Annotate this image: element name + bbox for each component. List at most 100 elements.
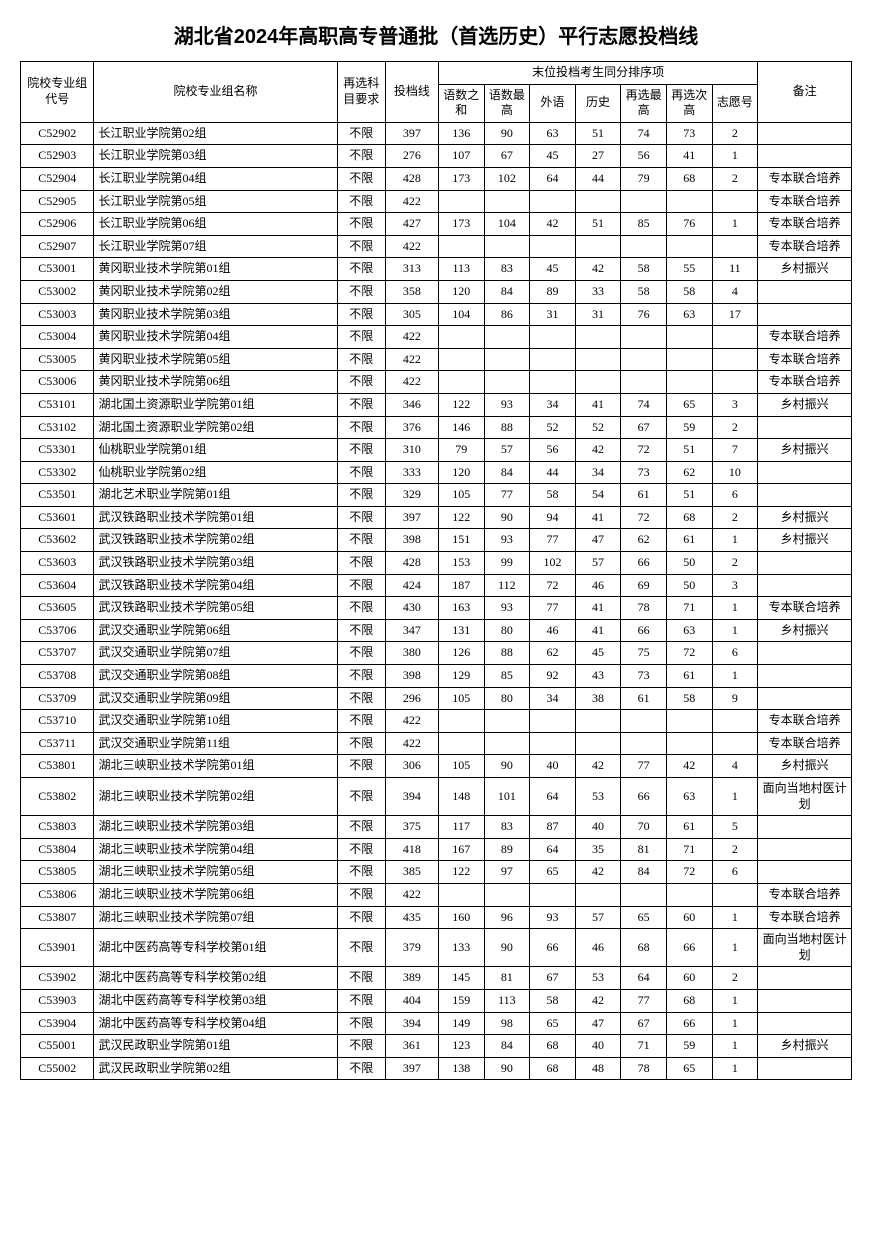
- cell-code: C53003: [21, 303, 94, 326]
- cell-c5: 67: [621, 1012, 667, 1035]
- cell-c2: 90: [484, 122, 530, 145]
- cell-c4: [575, 235, 621, 258]
- cell-score: 430: [385, 597, 438, 620]
- cell-req: 不限: [337, 258, 385, 281]
- cell-score: 379: [385, 929, 438, 967]
- cell-name: 武汉铁路职业技术学院第01组: [94, 506, 337, 529]
- cell-note: [758, 861, 852, 884]
- cell-c6: 60: [666, 967, 712, 990]
- cell-c3: 68: [530, 1035, 576, 1058]
- cell-c6: [666, 883, 712, 906]
- cell-code: C53706: [21, 619, 94, 642]
- cell-note: [758, 303, 852, 326]
- cell-c3: 40: [530, 755, 576, 778]
- cell-c1: 104: [438, 303, 484, 326]
- cell-c3: 34: [530, 687, 576, 710]
- cell-c5: 77: [621, 755, 667, 778]
- cell-c6: 51: [666, 484, 712, 507]
- cell-c4: 41: [575, 393, 621, 416]
- cell-c3: 31: [530, 303, 576, 326]
- cell-name: 仙桃职业学院第01组: [94, 439, 337, 462]
- cell-c7: 7: [712, 439, 758, 462]
- cell-c5: 61: [621, 484, 667, 507]
- cell-req: 不限: [337, 883, 385, 906]
- cell-req: 不限: [337, 461, 385, 484]
- cell-code: C53301: [21, 439, 94, 462]
- table-row: C53005黄冈职业技术学院第05组不限422专本联合培养: [21, 348, 852, 371]
- cell-note: 专本联合培养: [758, 906, 852, 929]
- table-row: C52905长江职业学院第05组不限422专本联合培养: [21, 190, 852, 213]
- cell-name: 湖北三峡职业技术学院第02组: [94, 778, 337, 816]
- cell-c5: 58: [621, 258, 667, 281]
- cell-code: C52905: [21, 190, 94, 213]
- cell-name: 湖北三峡职业技术学院第06组: [94, 883, 337, 906]
- table-row: C52906长江职业学院第06组不限427173104425185761专本联合…: [21, 213, 852, 236]
- cell-c6: 58: [666, 687, 712, 710]
- cell-c5: 69: [621, 574, 667, 597]
- cell-c4: 38: [575, 687, 621, 710]
- cell-name: 湖北中医药高等专科学校第01组: [94, 929, 337, 967]
- cell-c3: 94: [530, 506, 576, 529]
- cell-c7: 1: [712, 989, 758, 1012]
- cell-c6: 72: [666, 861, 712, 884]
- cell-c4: 53: [575, 778, 621, 816]
- cell-note: 专本联合培养: [758, 167, 852, 190]
- cell-c6: 66: [666, 1012, 712, 1035]
- cell-c4: 31: [575, 303, 621, 326]
- cell-note: 乡村振兴: [758, 506, 852, 529]
- cell-c1: 105: [438, 687, 484, 710]
- cell-c7: 2: [712, 416, 758, 439]
- cell-c4: 51: [575, 122, 621, 145]
- cell-code: C53604: [21, 574, 94, 597]
- cell-score: 306: [385, 755, 438, 778]
- cell-c2: 112: [484, 574, 530, 597]
- cell-score: 380: [385, 642, 438, 665]
- cell-c6: 68: [666, 167, 712, 190]
- cell-c6: 42: [666, 755, 712, 778]
- cell-c4: 42: [575, 439, 621, 462]
- cell-score: 428: [385, 552, 438, 575]
- cell-c5: 85: [621, 213, 667, 236]
- cell-code: C53001: [21, 258, 94, 281]
- cell-note: [758, 642, 852, 665]
- cell-score: 296: [385, 687, 438, 710]
- cell-c2: [484, 190, 530, 213]
- cell-code: C52902: [21, 122, 94, 145]
- cell-c2: 90: [484, 755, 530, 778]
- cell-c7: [712, 235, 758, 258]
- table-row: C53804湖北三峡职业技术学院第04组不限41816789643581712: [21, 838, 852, 861]
- table-row: C53002黄冈职业技术学院第02组不限35812084893358584: [21, 280, 852, 303]
- table-row: C53709武汉交通职业学院第09组不限29610580343861589: [21, 687, 852, 710]
- cell-note: [758, 552, 852, 575]
- page-title: 湖北省2024年高职高专普通批（首选历史）平行志愿投档线: [20, 20, 852, 49]
- table-row: C53001黄冈职业技术学院第01组不限313113834542585511乡村…: [21, 258, 852, 281]
- cell-c6: [666, 732, 712, 755]
- cell-c6: [666, 326, 712, 349]
- cell-name: 湖北三峡职业技术学院第03组: [94, 816, 337, 839]
- cell-code: C53101: [21, 393, 94, 416]
- cell-c6: 71: [666, 597, 712, 620]
- table-row: C53501湖北艺术职业学院第01组不限32910577585461516: [21, 484, 852, 507]
- cell-c4: 47: [575, 529, 621, 552]
- cell-note: 专本联合培养: [758, 732, 852, 755]
- cell-c2: 96: [484, 906, 530, 929]
- cell-req: 不限: [337, 732, 385, 755]
- table-row: C53806湖北三峡职业技术学院第06组不限422专本联合培养: [21, 883, 852, 906]
- cell-note: 专本联合培养: [758, 190, 852, 213]
- cell-score: 347: [385, 619, 438, 642]
- cell-c7: 2: [712, 122, 758, 145]
- cell-c7: 11: [712, 258, 758, 281]
- cell-name: 武汉铁路职业技术学院第05组: [94, 597, 337, 620]
- cell-c2: [484, 348, 530, 371]
- table-row: C55001武汉民政职业学院第01组不限36112384684071591乡村振…: [21, 1035, 852, 1058]
- cell-note: [758, 838, 852, 861]
- cell-c5: 77: [621, 989, 667, 1012]
- cell-score: 398: [385, 665, 438, 688]
- cell-c3: 56: [530, 439, 576, 462]
- cell-c1: 123: [438, 1035, 484, 1058]
- cell-score: 397: [385, 122, 438, 145]
- cell-c1: 146: [438, 416, 484, 439]
- cell-c4: [575, 326, 621, 349]
- cell-name: 长江职业学院第02组: [94, 122, 337, 145]
- cell-c1: [438, 710, 484, 733]
